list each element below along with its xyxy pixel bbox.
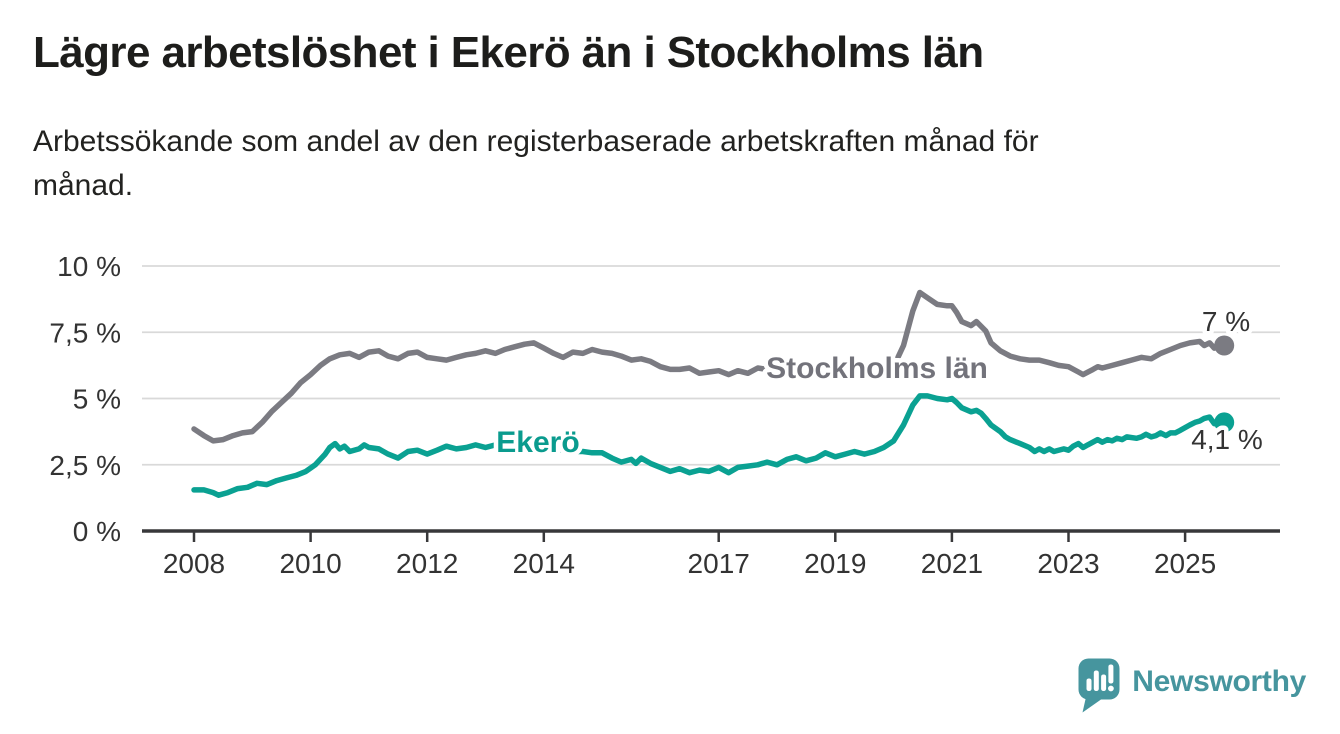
y-axis-tick-label: 0 % [73,516,121,547]
x-axis-tick-label: 2012 [396,548,458,579]
series-end-dot [1214,412,1235,433]
page-title: Lägre arbetslöshet i Ekerö än i Stockhol… [33,28,984,77]
x-axis-tick-label: 2010 [279,548,341,579]
x-axis-tick-label: 2019 [804,548,866,579]
x-axis-tick-label: 2023 [1037,548,1099,579]
x-axis-tick-label: 2021 [921,548,983,579]
y-axis-tick-label: 2,5 % [49,450,121,481]
logo-bar-1 [1086,678,1092,691]
logo-bar-3 [1101,674,1107,691]
x-axis-tick-label: 2008 [163,548,225,579]
series-line [191,289,1227,444]
logo-exclamation-dot [1108,685,1115,692]
series-end-value-label: 4,1 % [1191,424,1263,455]
logo-bubble-tail [1082,697,1102,713]
y-axis-tick-label: 10 % [57,251,121,282]
x-axis-tick-label: 2025 [1154,548,1216,579]
newsworthy-logo: Newsworthy [1077,657,1306,714]
newsworthy-icon [1078,658,1120,713]
y-axis-tick-label: 5 % [73,384,121,415]
x-axis-tick-label: 2014 [513,548,575,579]
subtitle-line-1: Arbetssökande som andel av den registerb… [33,125,1039,158]
newsworthy-logo-text: Newsworthy [1132,665,1306,698]
logo-bar-2 [1094,670,1100,691]
series-label: Ekerö [496,426,579,459]
logo-exclamation-bar [1108,664,1114,684]
y-axis-tick-label: 7,5 % [49,317,121,348]
series-end-value-label: 7 % [1202,306,1250,337]
series-label: Stockholms län [766,352,988,385]
x-axis-tick-label: 2017 [688,548,750,579]
series-end-dot [1214,335,1235,356]
chart-subtitle: Arbetssökande som andel av den registerb… [33,120,1263,207]
series-line [191,393,1227,498]
subtitle-line-2: månad. [33,168,134,202]
